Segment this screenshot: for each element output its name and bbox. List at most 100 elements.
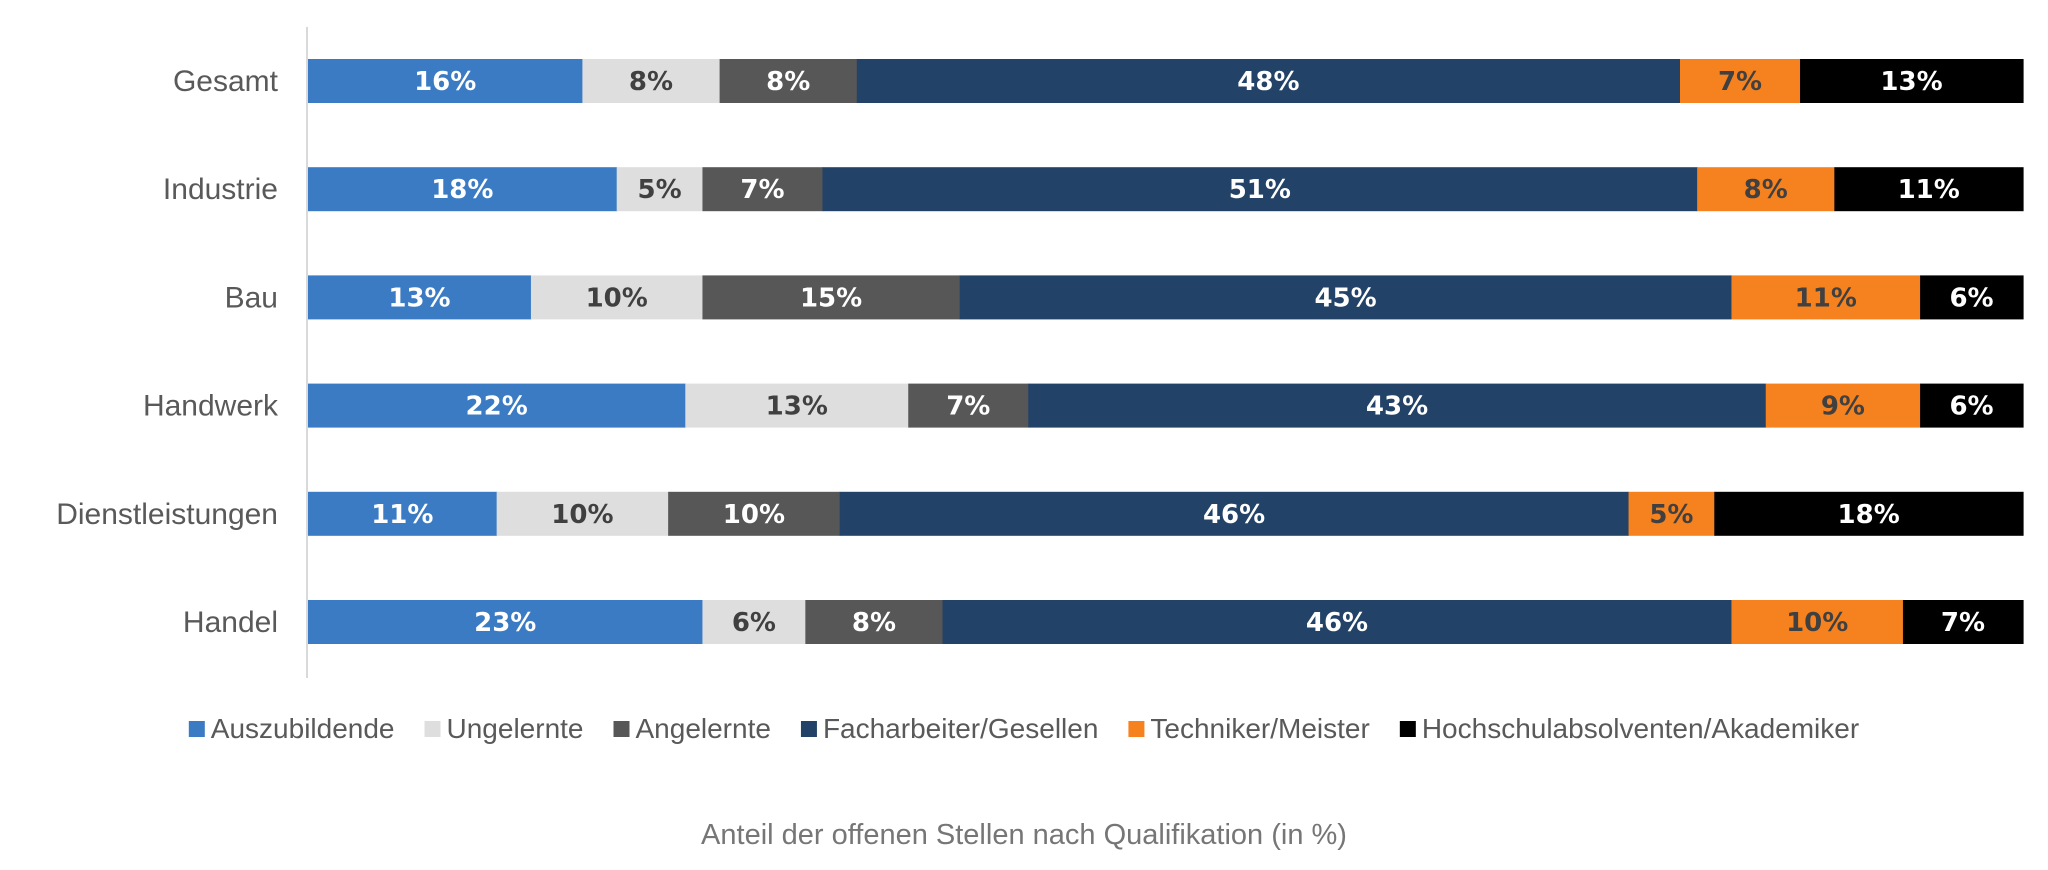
category-label-industrie: Industrie <box>163 173 278 206</box>
bar-segment-industrie-angelernte <box>702 167 824 212</box>
bar-segment-dienstleistungen-hochschulabsolventen-akademiker <box>1714 491 2024 536</box>
legend-label-auszubildende: Auszubildende <box>211 713 395 744</box>
bar-segment-industrie-auszubildende <box>308 167 618 212</box>
bar-segment-handwerk-facharbeiter-gesellen <box>1028 383 1767 428</box>
data-label-bau-hochschulabsolventen-akademiker: 6% <box>1949 283 1993 313</box>
legend-item-techniker-meister: Techniker/Meister <box>1128 713 1370 744</box>
bar-segment-handel-techniker-meister <box>1731 600 1904 644</box>
bar-segment-handwerk-ungelernte <box>685 383 909 428</box>
legend-swatch-ungelernte <box>424 721 441 737</box>
legend-item-facharbeiter-gesellen: Facharbeiter/Gesellen <box>800 713 1098 744</box>
bar-segment-handel-auszubildende <box>308 600 704 644</box>
data-label-bau-facharbeiter-gesellen: 45% <box>1314 283 1376 313</box>
legend-item-ungelernte: Ungelernte <box>424 713 584 744</box>
legend-swatch-techniker-meister <box>1128 721 1145 737</box>
data-label-gesamt-hochschulabsolventen-akademiker: 13% <box>1880 67 1942 97</box>
data-label-dienstleistungen-hochschulabsolventen-akademiker: 18% <box>1838 500 1900 530</box>
data-label-industrie-techniker-meister: 8% <box>1744 175 1788 205</box>
data-label-handwerk-ungelernte: 13% <box>766 392 828 422</box>
legend-item-hochschulabsolventen-akademiker: Hochschulabsolventen/Akademiker <box>1399 713 1859 744</box>
bar-segment-handel-ungelernte <box>702 600 806 644</box>
bar-segment-handwerk-angelernte <box>908 383 1029 428</box>
legend-label-hochschulabsolventen-akademiker: Hochschulabsolventen/Akademiker <box>1422 713 1859 744</box>
data-label-gesamt-techniker-meister: 7% <box>1718 67 1762 97</box>
bar-segment-industrie-techniker-meister <box>1697 167 1835 212</box>
legend-item-angelernte: Angelernte <box>613 713 771 744</box>
data-label-bau-ungelernte: 10% <box>586 283 648 313</box>
legend-label-angelernte: Angelernte <box>636 713 771 744</box>
data-label-handwerk-angelernte: 7% <box>946 392 990 422</box>
bar-row-bau: 13% 10% 15% 45% 11% 6% <box>308 275 2024 320</box>
data-label-bau-angelernte: 15% <box>800 283 862 313</box>
data-label-bau-techniker-meister: 11% <box>1795 283 1857 313</box>
legend-label-techniker-meister: Techniker/Meister <box>1150 713 1369 744</box>
legend-swatch-auszubildende <box>188 721 205 737</box>
data-label-handel-techniker-meister: 10% <box>1786 608 1848 638</box>
bar-segment-dienstleistungen-ungelernte <box>496 491 669 536</box>
bar-segment-handel-facharbeiter-gesellen <box>942 600 1733 644</box>
bar-segment-handel-hochschulabsolventen-akademiker <box>1902 600 2024 644</box>
data-label-dienstleistungen-auszubildende: 11% <box>371 500 433 530</box>
data-label-handwerk-techniker-meister: 9% <box>1821 392 1865 422</box>
bar-segment-bau-hochschulabsolventen-akademiker <box>1920 275 2024 320</box>
data-label-handel-ungelernte: 6% <box>732 608 776 638</box>
category-label-dienstleistungen: Dienstleistungen <box>56 498 278 531</box>
bar-segment-gesamt-facharbeiter-gesellen <box>856 59 1681 103</box>
bar-segment-gesamt-angelernte <box>719 59 858 103</box>
data-label-handwerk-hochschulabsolventen-akademiker: 6% <box>1949 392 1993 422</box>
category-label-handwerk: Handwerk <box>143 390 279 423</box>
data-label-industrie-facharbeiter-gesellen: 51% <box>1229 175 1291 205</box>
legend-swatch-angelernte <box>613 721 630 737</box>
data-label-dienstleistungen-angelernte: 10% <box>723 500 785 530</box>
category-label-bau: Bau <box>225 281 278 314</box>
plot-area: 16% 8% 8% 48% 7% 13% 18% 5% 7% 51% 8% 11% 13% 10% 15% 4… <box>308 59 2024 644</box>
bar-segment-bau-angelernte <box>702 275 961 320</box>
data-label-industrie-hochschulabsolventen-akademiker: 11% <box>1898 175 1960 205</box>
bar-segment-gesamt-techniker-meister <box>1680 59 1801 103</box>
legend-label-ungelernte: Ungelernte <box>447 713 584 744</box>
bar-segment-bau-facharbeiter-gesellen <box>959 275 1733 320</box>
bar-segment-industrie-hochschulabsolventen-akademiker <box>1834 167 2024 212</box>
data-label-dienstleistungen-facharbeiter-gesellen: 46% <box>1203 500 1265 530</box>
category-label-handel: Handel <box>183 606 278 639</box>
legend-swatch-facharbeiter-gesellen <box>800 721 817 737</box>
legend: Auszubildende Ungelernte Angelernte Facharb… <box>188 713 1859 744</box>
legend-swatch-hochschulabsolventen-akademiker <box>1399 721 1416 737</box>
bar-segment-handwerk-techniker-meister <box>1765 383 1921 428</box>
data-label-handel-hochschulabsolventen-akademiker: 7% <box>1941 608 1985 638</box>
bar-segment-dienstleistungen-facharbeiter-gesellen <box>839 491 1630 536</box>
data-label-dienstleistungen-techniker-meister: 5% <box>1649 500 1693 530</box>
bar-segment-gesamt-hochschulabsolventen-akademiker <box>1800 59 2024 103</box>
bar-segment-handel-angelernte <box>805 600 944 644</box>
category-axis: Gesamt Industrie Bau Handwerk Dienstleistung… <box>56 65 279 639</box>
data-label-gesamt-auszubildende: 16% <box>414 67 476 97</box>
data-label-dienstleistungen-ungelernte: 10% <box>551 500 613 530</box>
bar-segment-industrie-facharbeiter-gesellen <box>822 167 1698 212</box>
x-axis-title: Anteil der offenen Stellen nach Qualifik… <box>701 819 1347 851</box>
data-label-gesamt-angelernte: 8% <box>766 67 810 97</box>
bar-segment-bau-ungelernte <box>530 275 704 320</box>
bar-row-handwerk: 22% 13% 7% 43% 9% 6% <box>308 383 2024 428</box>
bar-segment-bau-techniker-meister <box>1731 275 1921 320</box>
data-label-gesamt-ungelernte: 8% <box>629 67 673 97</box>
bar-row-industrie: 18% 5% 7% 51% 8% 11% <box>308 167 2024 212</box>
data-label-industrie-auszubildende: 18% <box>431 175 493 205</box>
bar-row-gesamt: 16% 8% 8% 48% 7% 13% <box>308 59 2024 103</box>
bar-row-dienstleistungen: 11% 10% 10% 46% 5% 18% <box>308 491 2024 536</box>
bar-segment-handwerk-auszubildende <box>308 383 686 428</box>
bar-segment-dienstleistungen-techniker-meister <box>1628 491 1715 536</box>
bar-segment-industrie-ungelernte <box>616 167 704 212</box>
bar-segment-dienstleistungen-auszubildende <box>308 491 498 536</box>
bar-segment-dienstleistungen-angelernte <box>668 491 841 536</box>
data-label-industrie-angelernte: 7% <box>740 175 784 205</box>
bar-segment-gesamt-ungelernte <box>582 59 721 103</box>
data-label-handel-facharbeiter-gesellen: 46% <box>1306 608 1368 638</box>
bar-segment-handwerk-hochschulabsolventen-akademiker <box>1920 383 2024 428</box>
data-label-bau-auszubildende: 13% <box>388 283 450 313</box>
bar-segment-bau-auszubildende <box>308 275 532 320</box>
category-label-gesamt: Gesamt <box>173 65 279 98</box>
data-label-handel-auszubildende: 23% <box>474 608 536 638</box>
bar-segment-gesamt-auszubildende <box>308 59 583 103</box>
data-label-industrie-ungelernte: 5% <box>638 175 682 205</box>
